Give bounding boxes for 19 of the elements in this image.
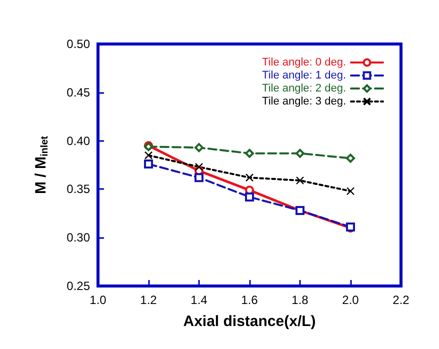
x-tick-label: 2.0 [342, 293, 360, 307]
x-axis-title: Axial distance(x/L) [183, 313, 316, 330]
legend-label: Tile angle: 3 deg. [262, 96, 346, 108]
x-tick-label: 1.0 [90, 293, 107, 307]
x-tick-label: 1.4 [190, 293, 208, 307]
legend-label: Tile angle: 1 deg. [262, 70, 346, 82]
y-tick-label: 0.45 [66, 85, 90, 100]
x-tick-label: 1.8 [292, 293, 309, 307]
x-tick-label: 1.2 [140, 293, 158, 307]
y-tick-label: 0.40 [66, 134, 90, 148]
x-tick-label: 1.6 [241, 293, 258, 307]
x-tick-label: 2.2 [392, 293, 410, 307]
y-tick-label: 0.50 [66, 37, 90, 51]
y-tick-label: 0.25 [66, 279, 90, 293]
y-tick-label: 0.30 [66, 230, 90, 245]
legend-label: Tile angle: 2 deg. [262, 82, 346, 94]
y-axis-title: M / Minlet [32, 135, 50, 194]
legend-label: Tile angle: 0 deg. [262, 56, 346, 68]
y-tick-label: 0.35 [66, 182, 90, 196]
